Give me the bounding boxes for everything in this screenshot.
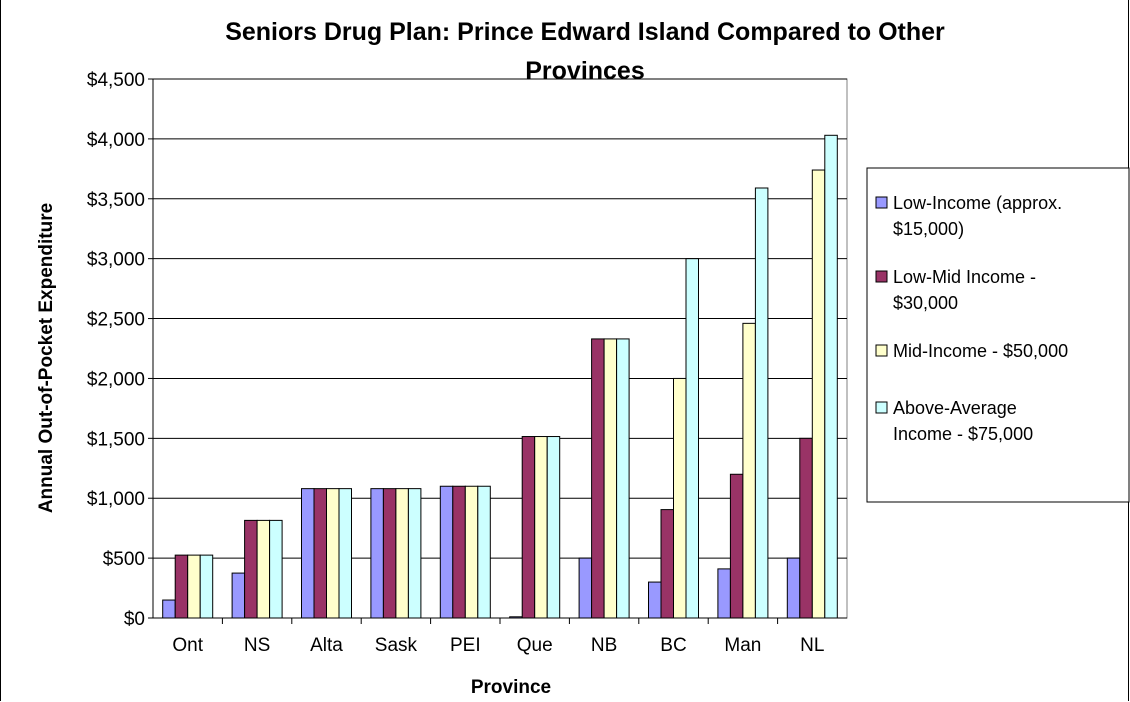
x-tick-label: Ont — [172, 635, 203, 656]
chart-title-line-2: Provinces — [525, 57, 645, 85]
bar — [591, 338, 605, 619]
bar — [382, 488, 397, 619]
plot-area: $0 $500 $1,000 $1,500 $2,000 $2,500 $3,000 $3,5… — [87, 70, 848, 656]
bar — [477, 485, 491, 619]
legend-swatch — [875, 270, 888, 283]
y-tick-label: $2,000 — [87, 369, 145, 390]
bar — [673, 377, 687, 619]
legend: Low-Income (approx. $15,000) Low-Mid Incom… — [866, 167, 1130, 503]
bar — [395, 488, 409, 619]
bar — [717, 568, 731, 619]
y-tick-label: $4,000 — [87, 130, 145, 151]
bar — [269, 519, 283, 619]
bar — [464, 485, 479, 619]
legend-box — [866, 167, 1130, 503]
legend-label: $30,000 — [893, 293, 958, 313]
x-tick-label: NL — [800, 635, 824, 656]
bar — [326, 488, 340, 619]
bar — [187, 554, 201, 619]
bar — [811, 169, 826, 619]
y-tick-label: $500 — [103, 549, 145, 570]
legend-label: Above-Average — [893, 398, 1017, 418]
bar — [256, 519, 271, 619]
x-tick-label: Sask — [375, 635, 418, 656]
y-tick-label: $3,500 — [87, 190, 145, 211]
y-tick-label: $2,500 — [87, 310, 145, 331]
legend-label: Low-Income (approx. — [893, 193, 1062, 213]
bar — [452, 485, 466, 619]
bar — [244, 519, 258, 619]
x-tick-label: Alta — [310, 635, 343, 656]
bar — [509, 616, 523, 619]
x-tick-label: Que — [517, 635, 553, 656]
bar — [162, 599, 176, 619]
y-tick-label: $3,000 — [87, 250, 145, 271]
bar — [742, 322, 756, 619]
bar — [199, 554, 214, 619]
x-axis-title: Province — [471, 677, 551, 698]
legend-swatch — [875, 344, 888, 357]
bar — [370, 488, 384, 619]
bar — [174, 554, 189, 619]
y-tick-label: $4,500 — [87, 70, 145, 91]
bar — [313, 488, 327, 619]
bar — [660, 509, 674, 619]
bar — [231, 572, 246, 619]
legend-label: Income - $75,000 — [893, 424, 1033, 444]
chart-title-line-1: Seniors Drug Plan: Prince Edward Island … — [225, 18, 945, 46]
x-tick-label: NB — [591, 635, 617, 656]
y-tick-label: $0 — [124, 609, 145, 630]
bar — [648, 581, 662, 619]
legend-swatch — [875, 196, 888, 209]
bar — [824, 134, 838, 619]
bar — [546, 436, 561, 619]
legend-label: Low-Mid Income - — [893, 267, 1036, 287]
bar — [729, 473, 744, 619]
x-tick-label: NS — [244, 635, 270, 656]
bar — [521, 436, 536, 619]
bar — [603, 338, 618, 619]
x-tick-label: Man — [724, 635, 761, 656]
legend-label: Mid-Income - $50,000 — [893, 341, 1068, 361]
bar — [754, 187, 769, 619]
bar — [578, 557, 593, 619]
bar — [407, 488, 422, 619]
legend-swatch — [875, 401, 888, 414]
y-axis-title: Annual Out-of-Pocket Expenditure — [36, 203, 57, 513]
bar — [685, 258, 699, 619]
y-tick-label: $1,500 — [87, 429, 145, 450]
bar — [534, 436, 548, 619]
x-tick-label: BC — [660, 635, 686, 656]
bar — [786, 557, 801, 619]
bar — [799, 437, 813, 619]
y-tick-label: $1,000 — [87, 489, 145, 510]
legend-label: $15,000) — [893, 219, 964, 239]
bar — [439, 485, 454, 619]
bar — [616, 338, 630, 619]
x-tick-label: PEI — [450, 635, 481, 656]
bar — [338, 488, 352, 619]
bar — [301, 488, 315, 619]
